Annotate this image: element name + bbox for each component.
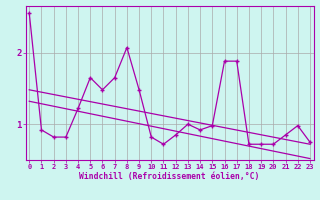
- X-axis label: Windchill (Refroidissement éolien,°C): Windchill (Refroidissement éolien,°C): [79, 172, 260, 181]
